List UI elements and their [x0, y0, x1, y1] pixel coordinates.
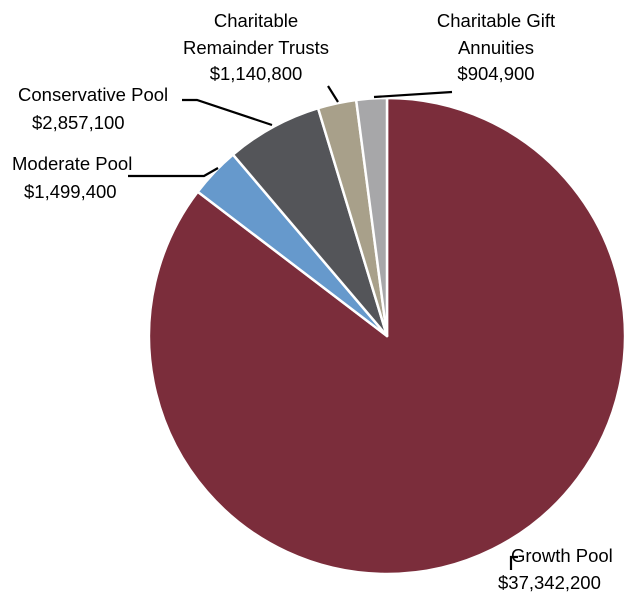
label-moderate-value: $1,499,400	[24, 181, 117, 202]
label-conservative-value: $2,857,100	[32, 112, 125, 133]
label-crt-line2: Remainder Trusts	[183, 37, 329, 58]
pie-slice-growth-pool	[147, 96, 627, 576]
label-cga-value: $904,900	[457, 63, 534, 84]
leader-line-conservative	[182, 98, 273, 127]
slice-labels: Growth Pool $37,342,200 Moderate Pool $1…	[12, 10, 613, 593]
leader-line-growth	[509, 555, 518, 570]
pie-slice-charitable-gift-annuities	[354, 96, 389, 338]
leader-lines	[128, 85, 518, 570]
label-crt-value: $1,140,800	[210, 63, 303, 84]
label-cga-line2: Annuities	[458, 37, 534, 58]
label-growth-name: Growth Pool	[511, 545, 613, 566]
leader-line-cga	[373, 90, 453, 99]
pie-slices	[147, 96, 627, 576]
label-growth-value: $37,342,200	[498, 572, 601, 593]
label-moderate-name: Moderate Pool	[12, 153, 132, 174]
label-cga-line1: Charitable Gift	[437, 10, 555, 31]
label-crt-line1: Charitable	[214, 10, 298, 31]
leader-line-crt	[327, 85, 339, 103]
label-conservative-name: Conservative Pool	[18, 84, 168, 105]
leader-line-moderate	[128, 167, 219, 178]
